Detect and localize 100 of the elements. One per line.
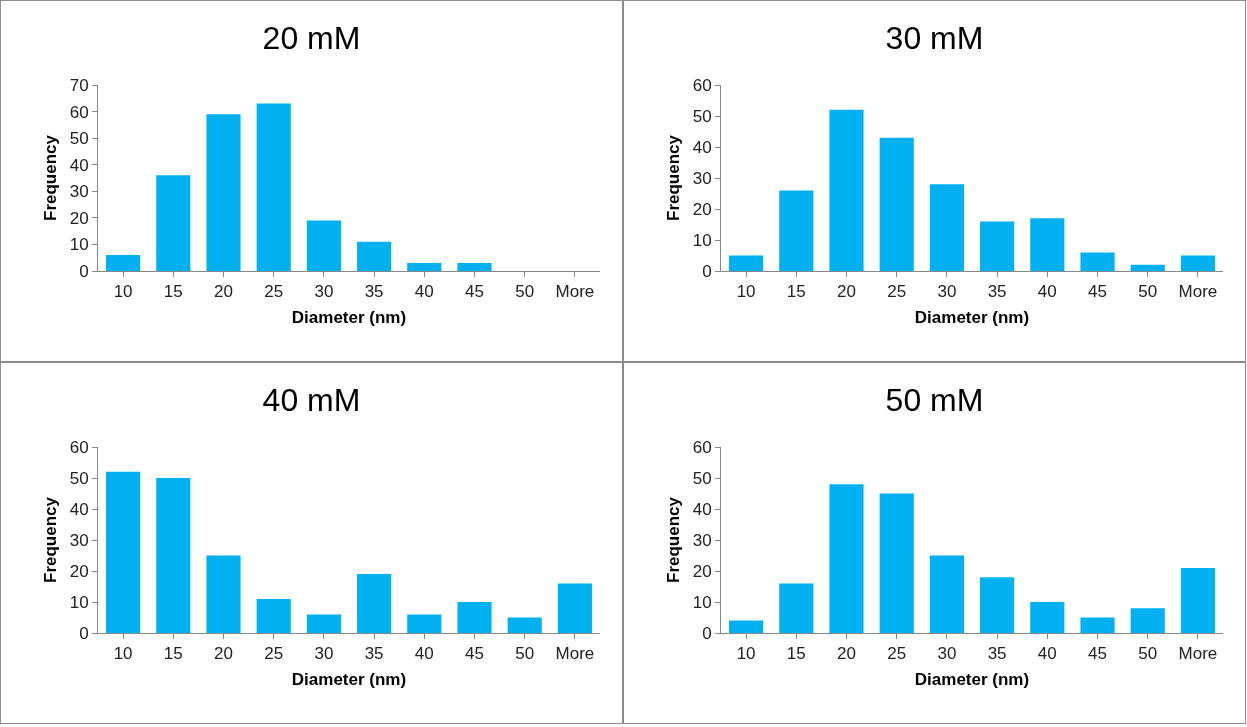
y-tick-label: 10 xyxy=(69,235,89,255)
bar xyxy=(457,602,492,633)
bar xyxy=(1180,567,1215,633)
y-tick-label: 70 xyxy=(69,75,89,95)
bar xyxy=(879,493,914,633)
x-tick-label: 15 xyxy=(786,644,806,664)
y-tick-label: 30 xyxy=(692,168,712,188)
bar xyxy=(1080,617,1115,633)
y-tick-label: 50 xyxy=(692,106,712,126)
chart-title: 40 mM xyxy=(262,381,361,418)
x-tick-label: More xyxy=(555,644,595,664)
y-tick-label: 20 xyxy=(69,208,89,228)
x-tick-label: 50 xyxy=(515,282,535,302)
x-tick-label: 15 xyxy=(163,282,183,302)
bar xyxy=(306,220,341,271)
y-tick-label: 10 xyxy=(692,230,712,250)
x-tick-label: 15 xyxy=(786,282,806,302)
y-tick-label: 10 xyxy=(69,592,89,612)
y-tick-label: 10 xyxy=(692,592,712,612)
x-tick-label: 30 xyxy=(937,282,957,302)
x-tick-label: 40 xyxy=(414,282,434,302)
x-tick-label: 10 xyxy=(736,282,756,302)
bar xyxy=(256,103,291,271)
bar xyxy=(829,109,864,271)
chart-title: 50 mM xyxy=(885,381,984,418)
bar xyxy=(206,114,241,271)
y-tick-label: 40 xyxy=(692,499,712,519)
bar xyxy=(106,471,141,633)
x-tick-label: 20 xyxy=(214,282,233,302)
x-tick-label: More xyxy=(1178,282,1218,302)
y-tick-label: 0 xyxy=(702,261,712,281)
bar xyxy=(779,190,814,271)
bar xyxy=(1030,218,1065,271)
y-tick-label: 60 xyxy=(69,437,89,457)
bar xyxy=(729,620,764,633)
y-tick-label: 20 xyxy=(692,561,712,581)
bar xyxy=(1130,264,1165,271)
bar xyxy=(1080,252,1115,271)
x-tick-label: 30 xyxy=(314,644,334,664)
y-tick-label: 20 xyxy=(692,199,712,219)
bar xyxy=(1030,602,1065,633)
y-tick-label: 30 xyxy=(692,530,712,550)
x-tick-label: 20 xyxy=(837,644,856,664)
y-axis-title: Frequency xyxy=(41,496,61,583)
x-tick-label: 20 xyxy=(214,644,233,664)
x-tick-label: 45 xyxy=(465,644,484,664)
y-tick-label: 50 xyxy=(69,468,89,488)
x-tick-label: 40 xyxy=(414,644,434,664)
bar xyxy=(106,255,141,271)
bar xyxy=(357,241,392,271)
y-tick-label: 20 xyxy=(69,561,89,581)
y-tick-label: 40 xyxy=(69,499,89,519)
y-axis-title: Frequency xyxy=(41,134,61,221)
x-tick-label: 35 xyxy=(364,644,384,664)
bar xyxy=(980,577,1015,633)
x-tick-label: 20 xyxy=(837,282,856,302)
chart-title: 20 mM xyxy=(262,19,361,56)
bar xyxy=(729,255,764,271)
bar xyxy=(507,617,542,633)
chart-title: 30 mM xyxy=(885,19,984,56)
x-axis-title: Diameter (nm) xyxy=(291,669,407,689)
bar xyxy=(357,574,392,633)
x-axis-title: Diameter (nm) xyxy=(914,307,1030,327)
bar xyxy=(407,614,442,633)
x-tick-label: 25 xyxy=(264,644,284,664)
bar xyxy=(879,137,914,271)
bar xyxy=(1180,255,1215,271)
bar xyxy=(256,598,291,633)
y-tick-label: 50 xyxy=(692,468,712,488)
bar xyxy=(929,555,964,633)
x-axis-title: Diameter (nm) xyxy=(291,307,407,327)
bar xyxy=(156,478,191,633)
y-tick-label: 30 xyxy=(69,182,89,202)
bar xyxy=(156,175,191,271)
bar xyxy=(929,184,964,271)
y-axis-title: Frequency xyxy=(664,134,684,221)
y-tick-label: 40 xyxy=(692,137,712,157)
y-tick-label: 60 xyxy=(692,437,712,457)
y-tick-label: 40 xyxy=(69,155,89,175)
x-tick-label: 30 xyxy=(937,644,957,664)
y-tick-label: 0 xyxy=(79,623,89,643)
x-tick-label: 15 xyxy=(163,644,183,664)
x-tick-label: 45 xyxy=(1088,644,1107,664)
bar xyxy=(779,583,814,633)
x-tick-label: 50 xyxy=(1138,282,1158,302)
x-tick-label: 40 xyxy=(1037,644,1057,664)
x-tick-label: 35 xyxy=(987,282,1007,302)
y-tick-label: 30 xyxy=(69,530,89,550)
x-tick-label: 25 xyxy=(887,282,907,302)
y-axis-title: Frequency xyxy=(664,496,684,583)
bar xyxy=(557,583,592,633)
x-tick-label: 10 xyxy=(113,644,133,664)
y-tick-label: 60 xyxy=(69,102,89,122)
y-tick-label: 60 xyxy=(692,75,712,95)
y-tick-label: 0 xyxy=(79,261,89,281)
x-tick-label: 35 xyxy=(364,282,384,302)
x-tick-label: 50 xyxy=(515,644,535,664)
bar xyxy=(306,614,341,633)
x-tick-label: 40 xyxy=(1037,282,1057,302)
x-tick-label: 10 xyxy=(113,282,133,302)
